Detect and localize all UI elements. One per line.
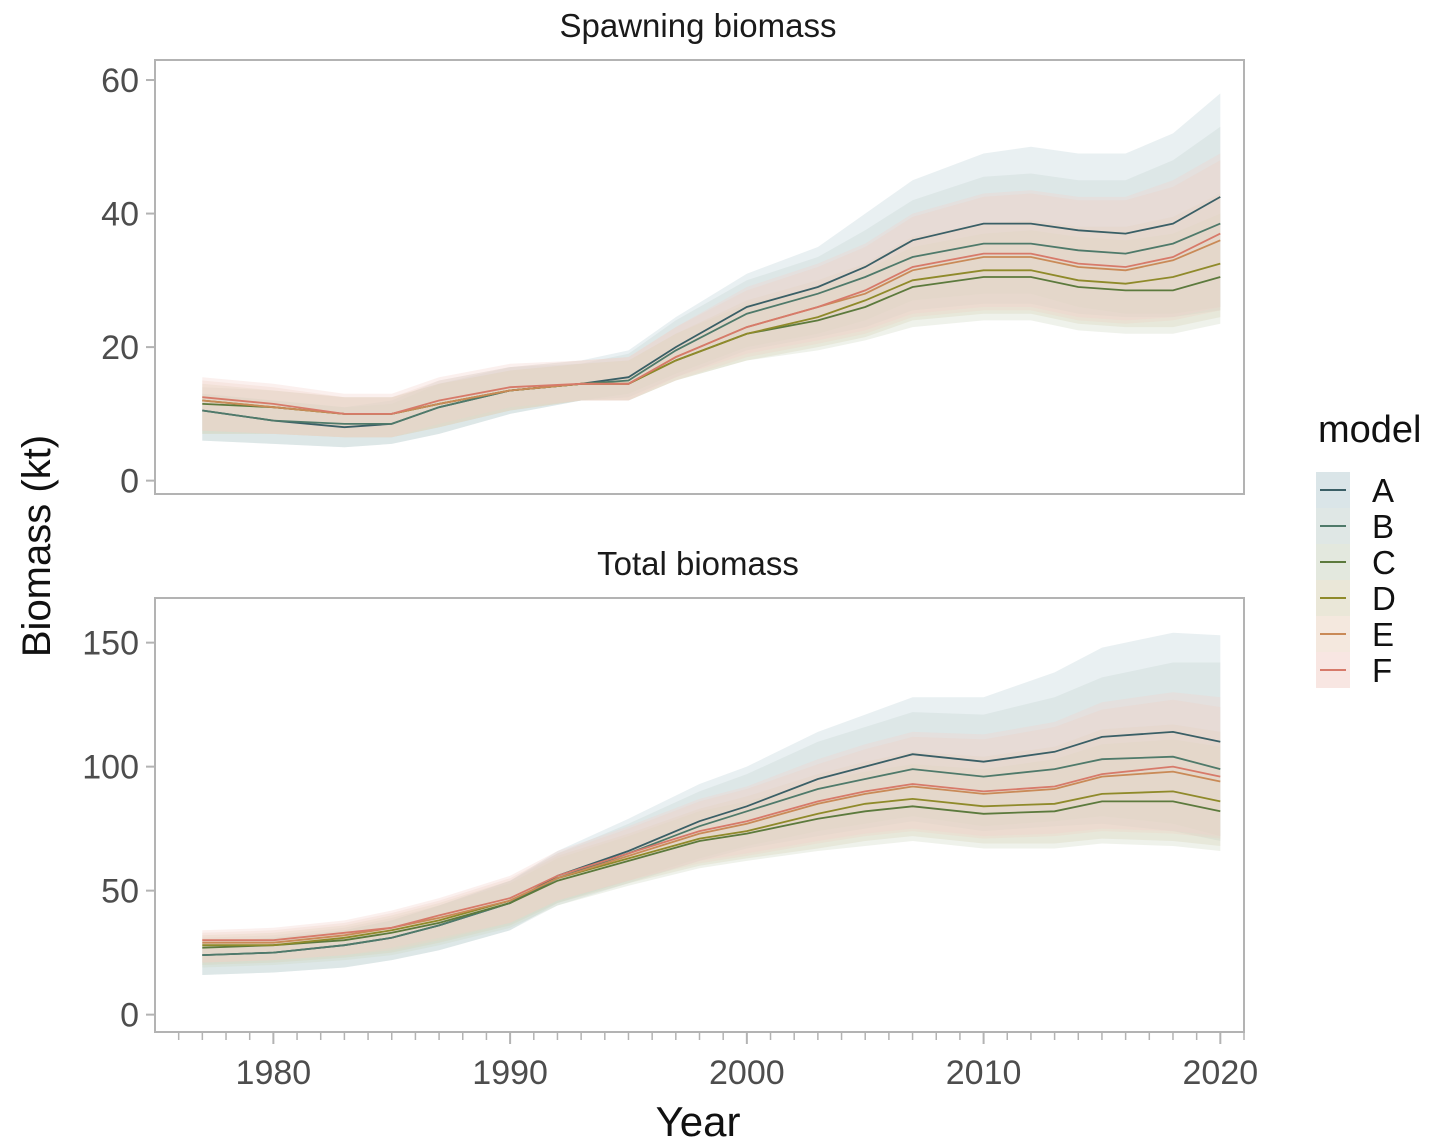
- y-axis: 0 50 100 150: [82, 625, 155, 1035]
- x-axis: 1980 1990 2000 2010 2020: [177, 1032, 1259, 1092]
- x-tick-label: 1980: [236, 1054, 312, 1092]
- legend-label: C: [1372, 544, 1396, 581]
- x-axis-title: Year: [656, 1098, 741, 1144]
- panel-spawning-biomass: 0 20 40 60: [101, 59, 1245, 501]
- line-c: [202, 800, 1221, 949]
- y-tick-label: 0: [120, 997, 139, 1035]
- y-tick-label: 100: [82, 749, 139, 787]
- legend-item-f: F: [1316, 652, 1392, 689]
- y-axis-title: Biomass (kt): [15, 435, 59, 657]
- ribbon-e: [202, 160, 1221, 438]
- legend-item-d: D: [1316, 580, 1396, 617]
- ribbon-b: [202, 662, 1221, 975]
- line-b: [202, 755, 1221, 956]
- line-f: [202, 765, 1221, 942]
- panel-border: [154, 597, 1245, 1033]
- legend-label: D: [1372, 580, 1396, 617]
- y-tick-label: 150: [82, 625, 139, 663]
- y-tick-label: 50: [101, 873, 139, 911]
- x-tick-label: 2020: [1183, 1054, 1259, 1092]
- line-f: [202, 232, 1221, 415]
- x-tick-label: 1990: [472, 1054, 548, 1092]
- panel-title-total: Total biomass: [597, 545, 799, 582]
- legend-item-e: E: [1316, 616, 1394, 653]
- ribbons-group: [202, 93, 1221, 448]
- lines-group: [202, 730, 1221, 956]
- y-axis: 0 20 40 60: [101, 62, 155, 501]
- y-tick-label: 60: [101, 62, 139, 100]
- panel-title-spawning: Spawning biomass: [560, 7, 837, 44]
- ribbon-b: [202, 126, 1221, 448]
- y-tick-label: 0: [120, 463, 139, 501]
- legend-title: model: [1318, 409, 1422, 451]
- legend-label: A: [1372, 472, 1394, 509]
- x-tick-label: 2000: [709, 1054, 785, 1092]
- ribbon-f: [202, 153, 1221, 438]
- x-tick-label: 2010: [946, 1054, 1022, 1092]
- legend-label: E: [1372, 616, 1394, 653]
- ribbon-d: [202, 724, 1221, 965]
- lines-group: [202, 196, 1221, 429]
- ribbon-a: [202, 632, 1221, 975]
- ribbon-d: [202, 193, 1221, 438]
- line-d: [202, 790, 1221, 947]
- legend-item-a: A: [1316, 472, 1394, 509]
- y-tick-label: 40: [101, 196, 139, 234]
- legend-label: B: [1372, 508, 1394, 545]
- ribbon-c: [202, 213, 1221, 438]
- legend-item-c: C: [1316, 544, 1396, 581]
- ribbon-a: [202, 93, 1221, 448]
- panel-total-biomass: 0 50 100 150: [82, 597, 1245, 1035]
- legend-label: F: [1372, 652, 1392, 689]
- legend-item-b: B: [1316, 508, 1394, 545]
- y-tick-label: 20: [101, 329, 139, 367]
- line-b: [202, 222, 1221, 425]
